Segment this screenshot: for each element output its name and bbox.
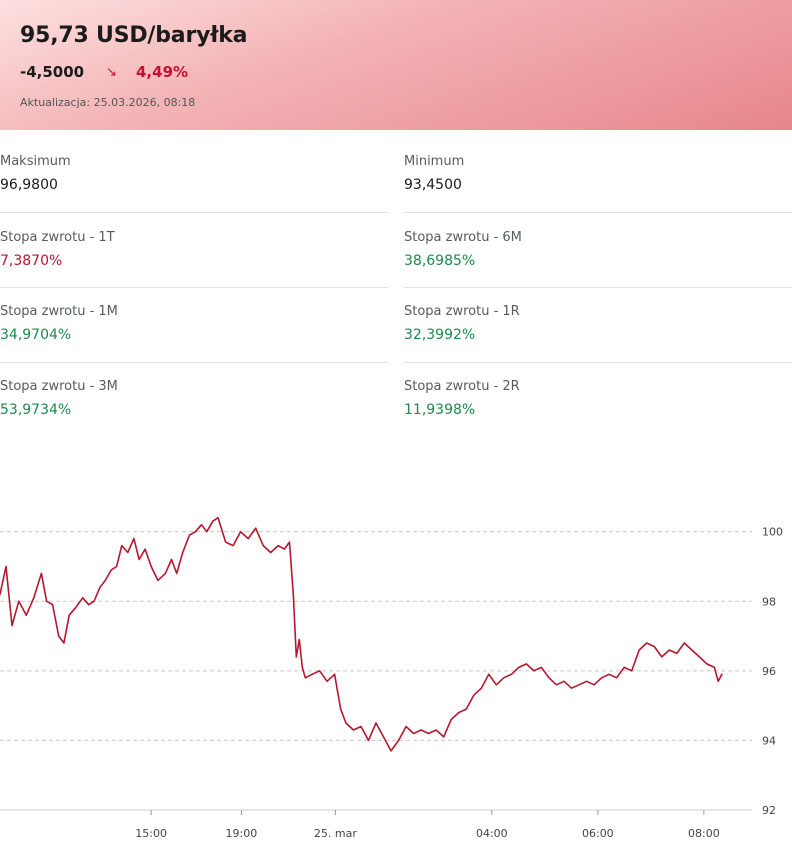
- stat-return-1t: Stopa zwrotu - 1T 7,3870%: [0, 216, 388, 291]
- row-divider: [0, 212, 388, 213]
- stat-value: 96,9800: [0, 177, 58, 193]
- stat-label: Stopa zwrotu - 3M: [0, 379, 118, 394]
- arrow-down-right-icon: ↘: [106, 64, 117, 80]
- stat-label: Stopa zwrotu - 6M: [404, 230, 522, 245]
- row-divider: [404, 212, 792, 213]
- y-tick-label: 94: [762, 734, 776, 747]
- row-divider: [404, 362, 792, 363]
- x-tick-label: 08:00: [688, 827, 720, 840]
- stat-value: 11,9398%: [404, 402, 476, 418]
- price-line: [0, 516, 723, 752]
- x-tick-label: 25. mar: [314, 827, 357, 840]
- row-divider: [0, 362, 388, 363]
- stat-label: Stopa zwrotu - 1M: [0, 304, 118, 319]
- price-title: 95,73 USD/baryłka: [20, 23, 248, 48]
- price-chart[interactable]: 92 94 96 98 100 15:00 19:00 25. mar 04:00 06:00 08…: [0, 470, 792, 865]
- stat-value: 38,6985%: [404, 253, 476, 269]
- change-percent: 4,49%: [136, 63, 189, 81]
- stat-label: Stopa zwrotu - 2R: [404, 379, 520, 394]
- y-tick-label: 98: [762, 595, 776, 608]
- stat-return-2r: Stopa zwrotu - 2R 11,9398%: [404, 365, 792, 440]
- stat-return-1r: Stopa zwrotu - 1R 32,3992%: [404, 290, 792, 365]
- stat-value: 34,9704%: [0, 327, 72, 343]
- stat-return-6m: Stopa zwrotu - 6M 38,6985%: [404, 216, 792, 291]
- stat-minimum: Minimum 93,4500: [404, 140, 792, 215]
- stat-value: 53,9734%: [0, 402, 72, 418]
- stat-label: Maksimum: [0, 154, 71, 169]
- stat-return-3m: Stopa zwrotu - 3M 53,9734%: [0, 365, 388, 440]
- y-tick-label: 92: [762, 804, 776, 817]
- y-tick-label: 96: [762, 665, 776, 678]
- stat-value: 32,3992%: [404, 327, 476, 343]
- row-divider: [0, 287, 388, 288]
- stat-label: Minimum: [404, 154, 465, 169]
- stat-label: Stopa zwrotu - 1R: [404, 304, 520, 319]
- change-row: -4,5000 ↘ 4,49%: [20, 62, 188, 82]
- y-tick-label: 100: [762, 526, 783, 539]
- stat-value: 93,4500: [404, 177, 462, 193]
- x-tick-label: 06:00: [582, 827, 614, 840]
- quote-header: 95,73 USD/baryłka -4,5000 ↘ 4,49% Aktual…: [0, 0, 792, 130]
- x-tick-label: 04:00: [476, 827, 508, 840]
- stat-label: Stopa zwrotu - 1T: [0, 230, 115, 245]
- row-divider: [404, 287, 792, 288]
- x-tick-label: 15:00: [135, 827, 167, 840]
- stat-value: 7,3870%: [0, 253, 63, 269]
- stat-maximum: Maksimum 96,9800: [0, 140, 388, 215]
- price-chart-svg[interactable]: 92 94 96 98 100 15:00 19:00 25. mar 04:00 06:00 08…: [0, 470, 792, 865]
- x-tick-label: 19:00: [226, 827, 258, 840]
- change-absolute: -4,5000: [20, 63, 85, 81]
- update-timestamp: Aktualizacja: 25.03.2026, 08:18: [20, 96, 196, 109]
- stat-return-1m: Stopa zwrotu - 1M 34,9704%: [0, 290, 388, 365]
